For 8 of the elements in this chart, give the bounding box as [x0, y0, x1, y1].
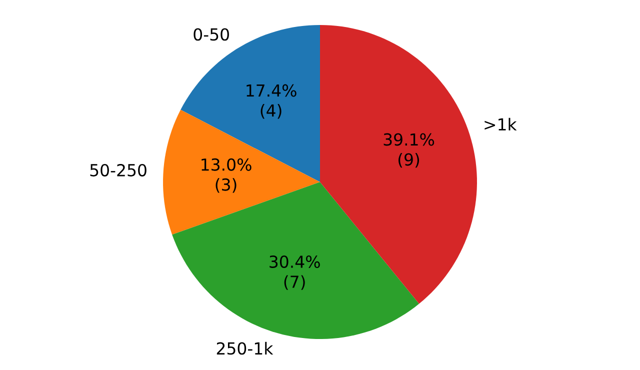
slice-label: 50-250: [90, 164, 146, 176]
slice-label: 250-1k: [216, 342, 274, 355]
slice-label: >1k: [484, 118, 517, 130]
data-label: 13.0% (3): [202, 158, 252, 193]
data-label: 39.1% (9): [384, 133, 434, 168]
data-label: 17.4% (4): [246, 84, 296, 119]
slice-label: 0-50: [194, 28, 229, 41]
data-label: 30.4% (7): [270, 255, 320, 290]
